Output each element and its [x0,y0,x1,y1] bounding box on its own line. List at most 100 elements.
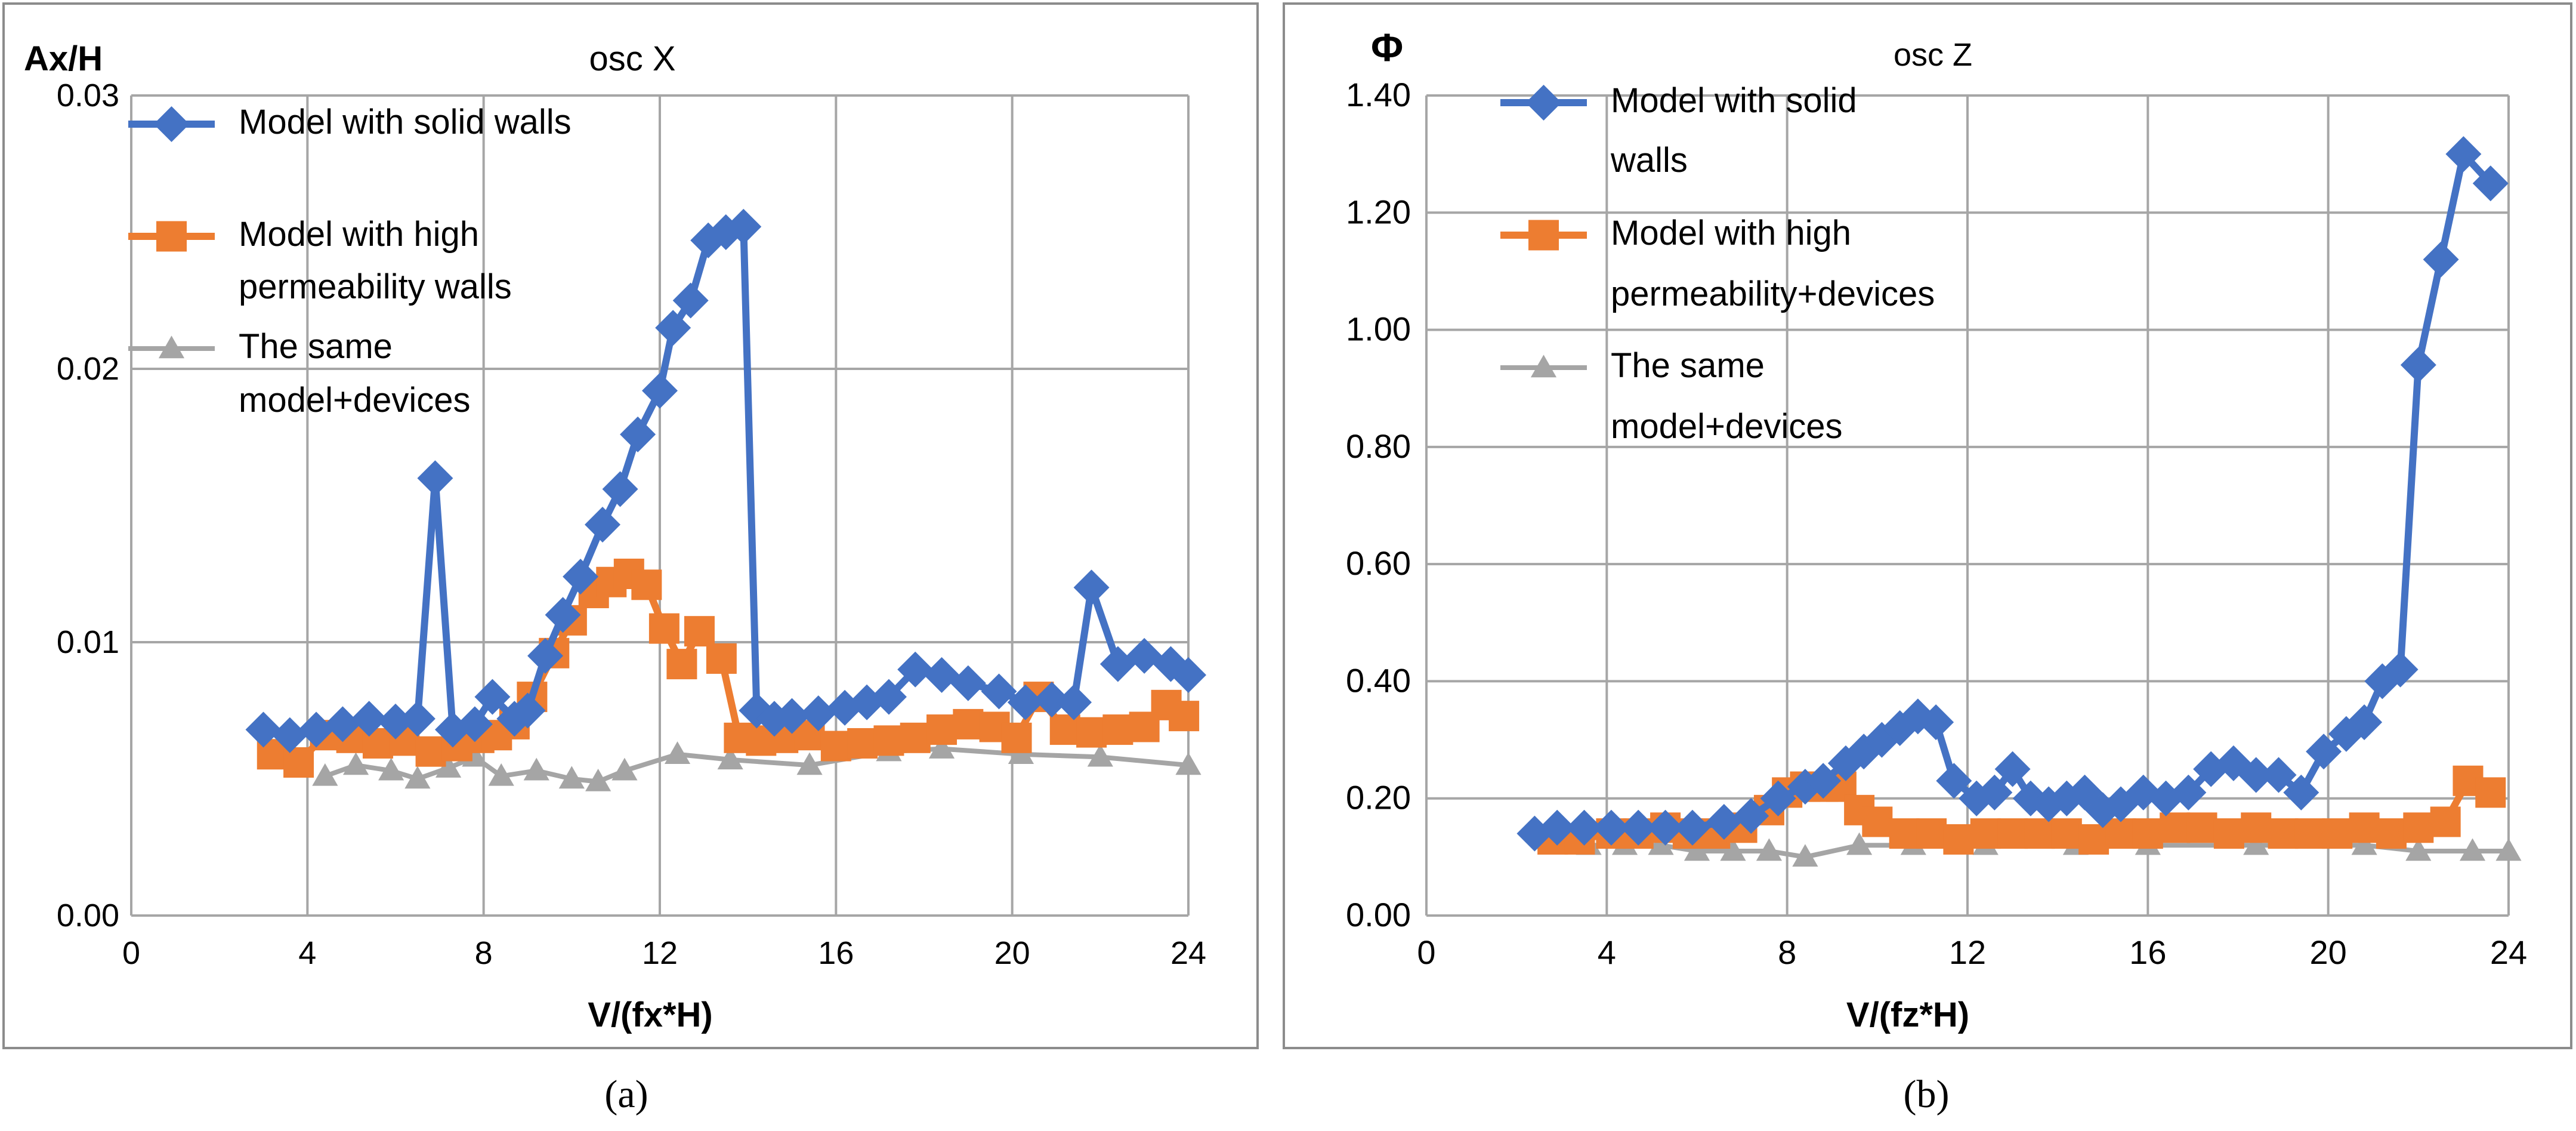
chart-b-data-point [2294,818,2325,849]
chart-b-title: osc Z [1894,37,1972,73]
chart-a-data-point [1099,646,1136,682]
chart-a-data-point [563,559,599,595]
chart-a-data-point [796,752,823,775]
chart-a-data-point [283,747,314,778]
chart-a-data-point [923,657,960,693]
chart-b-legend-label: Model with solid [1611,81,1857,120]
chart-a-data-point [774,698,810,734]
chart-a-data-point [1049,714,1080,745]
chart-b-data-point [1943,824,1974,855]
chart-b-ytick-label: 1.20 [1346,193,1411,230]
chart-a-data-point [1001,722,1032,753]
chart-a-data-point [342,752,369,775]
chart-a-data-point [585,507,621,543]
chart-b-ytick-label: 0.60 [1346,544,1411,582]
chart-b-data-point [2382,651,2419,688]
chart-b-ylabel: Φ [1371,25,1403,69]
chart-b-data-point [2132,818,2163,849]
chart-b-ytick-label: 0.80 [1346,427,1411,465]
chart-a-legend-label: model+devices [239,381,471,420]
chart-b-xtick-label: 16 [2129,933,2166,971]
chart-b-data-point [2078,824,2109,855]
chart-b-data-point [2241,812,2272,843]
chart-a-data-point [417,460,453,497]
chart-b-data-point [1593,809,1629,846]
chart-b-data-point [1648,832,1674,855]
chart-a-data-point [897,651,934,688]
chart-b-data-point [1994,751,2031,787]
chart-a-xtick-label: 12 [642,935,678,971]
chart-a-data-point [1007,684,1043,720]
chart-a-data-point [1102,714,1133,745]
chart-a-data-point [415,736,446,767]
chart-a-ytick-label: 0.00 [57,898,119,933]
chart-b-legend-label: walls [1610,141,1688,180]
chart-a-data-point [298,711,335,748]
chart-a-data-point [717,747,743,770]
chart-a-data-point [1073,569,1110,606]
chart-a-data-point [527,637,564,674]
chart-a-data-point [558,766,585,789]
chart-b-data-point [2472,165,2509,202]
chart-b-data-point [2423,241,2459,278]
chart-a-xtick-label: 16 [818,935,854,971]
chart-b-data-point [2051,818,2082,849]
chart-a-data-point [953,708,984,739]
chart-a-data-point [602,471,638,507]
chart-b-frame [1283,2,2572,1049]
chart-b-data-point [1756,838,1783,861]
chart-b-data-point [1846,832,1873,855]
chart-a-data-point [820,731,851,762]
chart-b-data-point [2376,818,2407,849]
chart-a-data-point [631,569,662,600]
chart-a-data-point [800,695,836,732]
chart-b-data-point [2400,347,2436,383]
chart-b-ytick-label: 0.40 [1346,661,1411,699]
chart-a-ytick-label: 0.02 [57,351,119,387]
chart-a-title: osc X [589,39,675,78]
chart-b-data-point [2238,757,2274,793]
chart-a-data-point [655,310,691,346]
chart-b-legend-label: permeability+devices [1611,275,1935,313]
chart-a-data-point [312,763,338,786]
chart-b-data-point [2495,838,2522,861]
chart-b-data-point [1706,803,1742,840]
chart-b-data-point [2186,812,2217,843]
chart-b-data-point [2283,774,2319,811]
chart-a-data-point [1170,657,1206,693]
chart-a-data-point [611,757,638,781]
chart-b-ytick-label: 1.00 [1346,310,1411,348]
chart-a-data-point [1034,682,1070,718]
chart-a-legend-label: Model with high [239,215,479,254]
chart-b-data-point [1997,818,2028,849]
chart-a-data-point [642,372,678,409]
chart-a-xtick-label: 24 [1170,935,1206,971]
chart-a-data-point [1056,684,1092,720]
chart-b-legend-marker [1528,220,1559,251]
chart-b-data-point [1976,774,2013,811]
chart-a-data-point [950,665,986,701]
chart-b-data-point [1620,809,1657,846]
panel-label-b: (b) [1904,1073,1950,1116]
chart-b-data-point [2351,832,2377,855]
chart-b-data-point [2243,832,2269,855]
chart-a-data-point [725,208,762,245]
chart-b-xtick-label: 8 [1778,933,1796,971]
chart-b-legend-label: Model with high [1611,214,1851,252]
chart-b-data-point [1889,818,1920,849]
chart-b-data-point [2160,812,2191,843]
chart-a-data-point [981,673,1017,710]
chart-b-xtick-label: 12 [1949,933,1986,971]
chart-b-data-point [2445,136,2482,172]
chart-b-data-point [2322,818,2353,849]
chart-b-legend-marker [1525,85,1562,121]
chart-b-ytick-label: 1.40 [1346,76,1411,113]
chart-a-data-point [509,692,546,729]
chart-b-data-point [2346,704,2383,741]
chart-b-data-point [2403,812,2434,843]
chart-a-xtick-label: 0 [122,935,140,971]
chart-b-xtick-label: 20 [2310,933,2347,971]
chart-a-data-point [900,722,931,753]
chart-a-data-point [1087,744,1113,767]
